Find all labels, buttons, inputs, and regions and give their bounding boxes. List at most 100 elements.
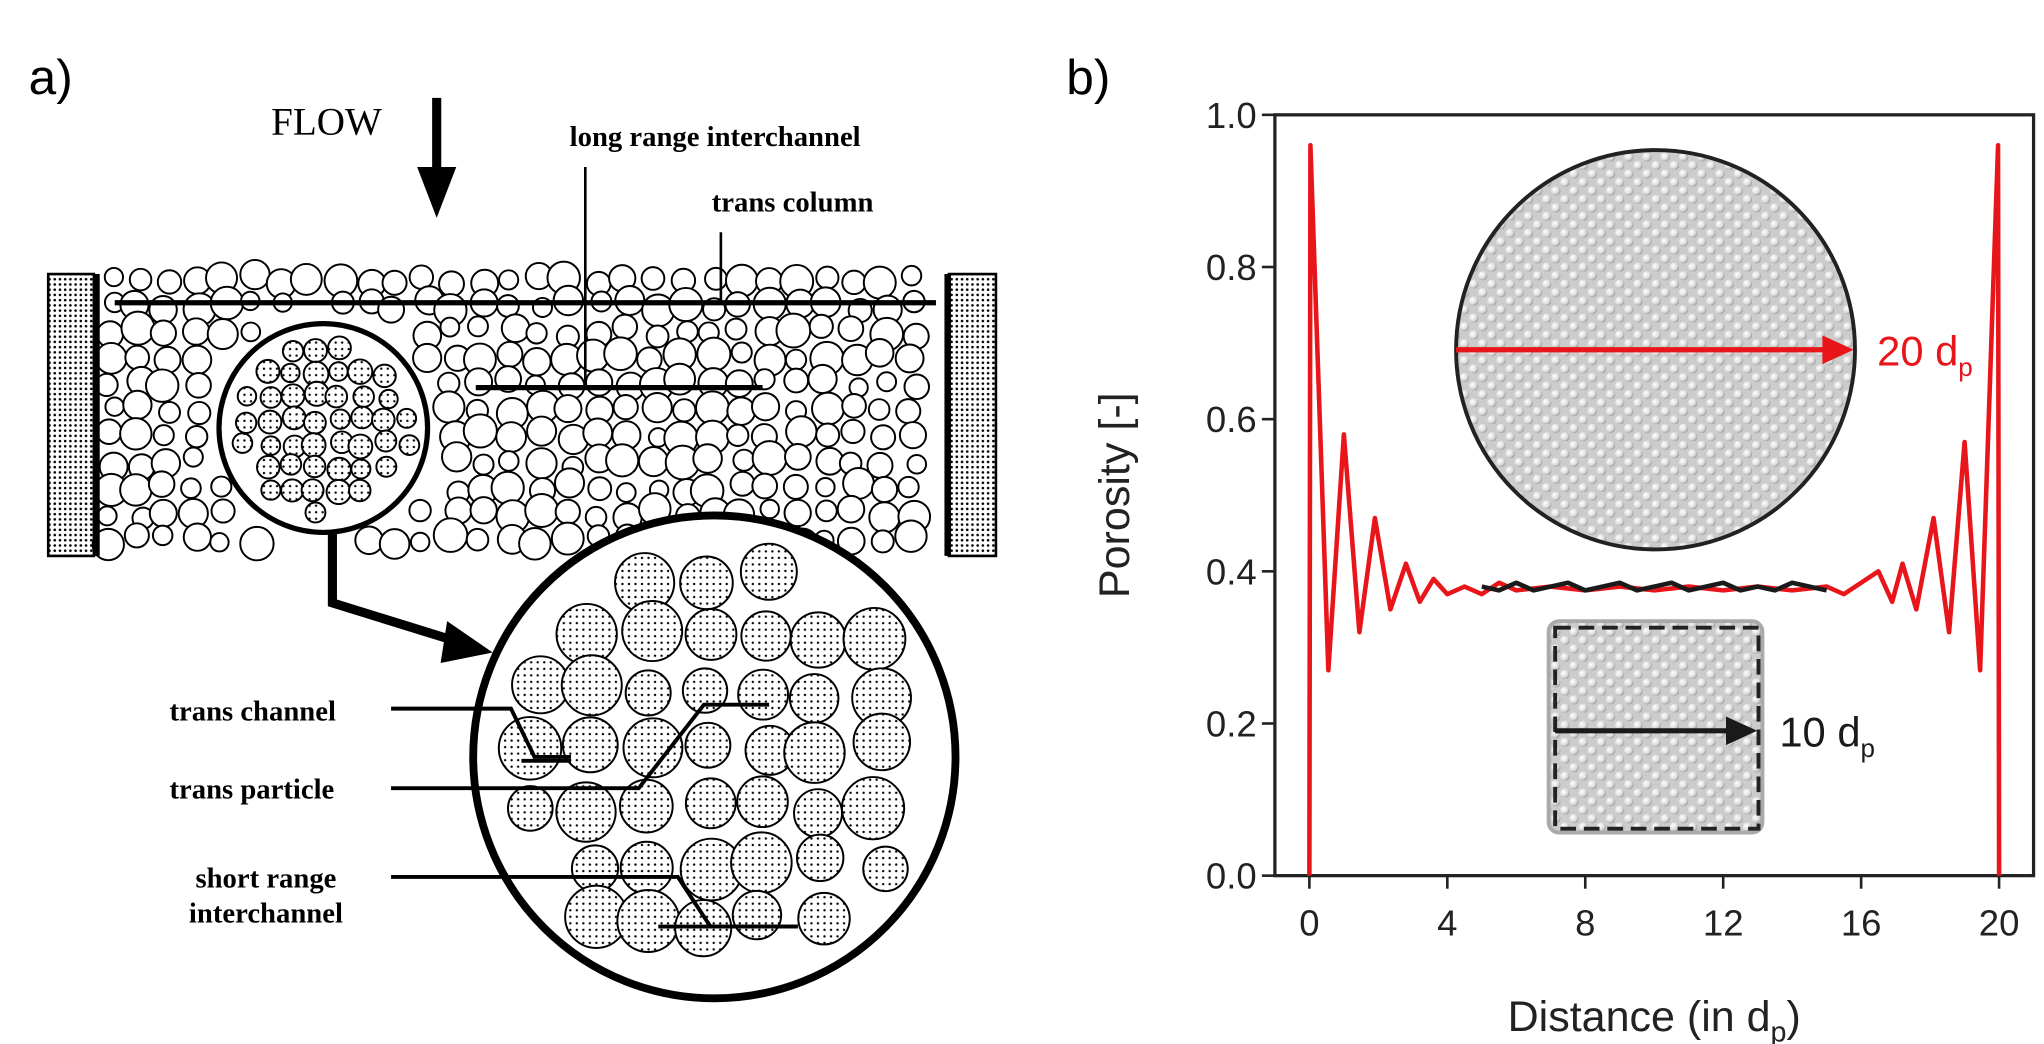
particle	[561, 716, 619, 774]
diagram: FLOW long range interchannel trans colum…	[46, 97, 998, 1003]
inset-arrowhead	[1822, 335, 1854, 365]
particle	[381, 269, 408, 296]
particle	[582, 417, 614, 449]
particle	[438, 270, 465, 298]
particle	[500, 313, 531, 344]
particle	[280, 478, 305, 503]
flow-arrowhead	[417, 167, 457, 218]
particle	[612, 393, 639, 421]
x-tick-label: 20	[1979, 903, 2020, 944]
particle	[522, 347, 552, 377]
particle	[300, 432, 327, 458]
particle	[679, 555, 734, 611]
particle	[732, 448, 756, 472]
particle	[128, 267, 153, 292]
particle	[234, 411, 258, 434]
particle	[736, 775, 789, 829]
particle	[696, 336, 732, 372]
particle	[239, 525, 275, 562]
particle	[864, 338, 895, 368]
particle	[684, 777, 737, 830]
particle	[350, 405, 374, 430]
particle	[868, 501, 901, 534]
particle	[184, 425, 209, 449]
particle	[900, 264, 923, 287]
particle	[152, 424, 175, 447]
x-tick-label: 12	[1703, 903, 1744, 944]
particle	[525, 447, 558, 480]
particle	[751, 440, 788, 477]
particle	[181, 344, 213, 376]
flow-label: FLOW	[271, 100, 382, 143]
inset-label: 20 dp	[1877, 327, 1973, 381]
particle	[180, 477, 202, 500]
particle	[894, 519, 928, 553]
particle	[346, 358, 374, 385]
particle	[498, 269, 520, 291]
particle	[279, 453, 303, 476]
chart: 0.0 0.2 0.4 0.6 0.8 1.0 0 4 8 12 16 20 Distance (in …	[1091, 95, 2036, 1044]
particle	[842, 467, 875, 500]
particle	[605, 443, 640, 478]
particle	[91, 527, 125, 562]
particle	[289, 262, 323, 296]
particle	[95, 418, 123, 445]
particle	[465, 527, 490, 552]
particle	[255, 358, 281, 384]
inset-label: 10 dp	[1779, 708, 1875, 762]
particle	[724, 369, 754, 398]
particle	[525, 322, 548, 345]
particle	[842, 606, 907, 671]
zoom-arrow	[327, 532, 461, 647]
x-tick-label: 16	[1841, 903, 1882, 944]
particle	[280, 383, 306, 409]
inset-box	[1546, 619, 1765, 835]
particle	[103, 266, 124, 288]
particle	[841, 393, 867, 419]
particle	[348, 478, 372, 503]
particle	[304, 501, 327, 524]
particle	[740, 610, 792, 662]
y-tick-label: 0.6	[1206, 399, 1257, 440]
particle	[124, 344, 151, 371]
particle	[182, 446, 204, 468]
particle	[187, 400, 212, 426]
data-line	[1481, 580, 1828, 593]
particle	[553, 394, 583, 424]
particle	[398, 434, 421, 456]
particle	[906, 453, 928, 475]
particle	[148, 498, 178, 528]
particle	[898, 421, 927, 450]
particle	[145, 368, 180, 403]
particle	[739, 542, 798, 601]
particle	[903, 373, 931, 401]
particle	[375, 455, 398, 478]
particle	[737, 668, 790, 721]
x-axis-title-part: )	[1787, 993, 1801, 1041]
particle	[259, 386, 283, 409]
x-tick-label: 8	[1575, 903, 1595, 944]
particle	[789, 611, 847, 669]
particle	[408, 498, 432, 523]
panel-label: b)	[1066, 49, 1110, 105]
inset-label-part: p	[1861, 733, 1876, 763]
particle	[300, 478, 325, 503]
particle	[328, 361, 349, 382]
particle	[638, 446, 670, 478]
particle	[724, 317, 748, 341]
particle	[432, 390, 466, 424]
particle	[281, 340, 305, 363]
particle	[783, 367, 810, 394]
zoom-arrowhead	[440, 621, 493, 663]
particle	[841, 269, 867, 296]
particle	[616, 889, 681, 954]
particle	[240, 321, 262, 343]
plot-frame	[1273, 113, 2036, 878]
particle	[181, 317, 211, 346]
particle	[464, 367, 494, 397]
particle	[324, 384, 349, 409]
particle	[260, 435, 282, 457]
particle	[684, 608, 738, 661]
particle	[897, 475, 920, 499]
particle	[852, 712, 912, 772]
